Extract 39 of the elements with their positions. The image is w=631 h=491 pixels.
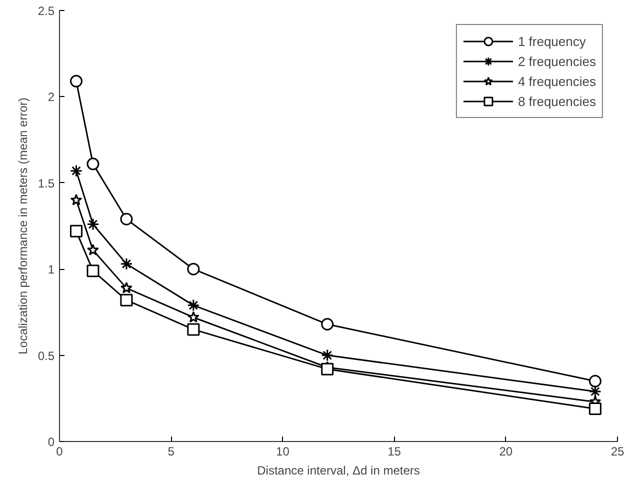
y-tick-label: 2 <box>48 90 55 104</box>
y-tick-label: 1 <box>48 262 55 277</box>
point <box>321 349 334 362</box>
x-tick-label: 25 <box>610 444 624 458</box>
y-axis-title: Localization performance in meters (mean error) <box>16 98 30 354</box>
legend-label: 8 frequencies <box>518 94 596 108</box>
x-tick-label: 20 <box>499 444 513 458</box>
point <box>70 224 82 238</box>
legend-label: 4 frequencies <box>518 74 596 88</box>
legend-label: 1 frequency <box>518 34 586 48</box>
point <box>86 264 100 278</box>
y-tick-label: 0.5 <box>38 348 55 363</box>
x-tick-label: 10 <box>276 444 290 458</box>
point <box>187 323 200 336</box>
x-tick-label: 15 <box>388 444 402 458</box>
point <box>120 212 133 226</box>
point <box>86 218 100 231</box>
x-axis-title: Distance interval, Δd in meters <box>257 464 420 478</box>
point <box>70 74 82 88</box>
y-tick-label: 1.5 <box>38 176 55 190</box>
x-tick-label: 5 <box>168 444 175 458</box>
point <box>321 318 334 331</box>
x-tick-label: 0 <box>56 444 64 458</box>
point <box>321 362 334 376</box>
point <box>187 311 200 323</box>
point <box>70 164 82 178</box>
point <box>120 258 133 270</box>
point <box>120 294 133 306</box>
y-tick-label: 0 <box>48 435 55 449</box>
legend-label: 2 frequencies <box>518 54 596 68</box>
point <box>187 262 200 276</box>
point <box>70 194 82 206</box>
point <box>120 282 132 294</box>
point <box>187 299 200 312</box>
y-tick-label: 2.5 <box>38 4 55 18</box>
point <box>588 374 602 388</box>
point <box>87 244 99 256</box>
point <box>588 402 602 415</box>
point <box>86 158 100 170</box>
